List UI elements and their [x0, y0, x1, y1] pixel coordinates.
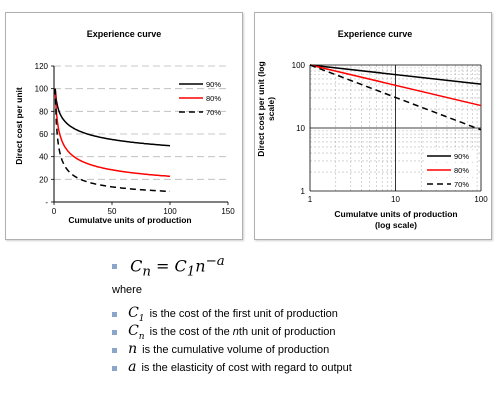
- y-tick-label: 80: [39, 107, 48, 116]
- x-tick-label: 100: [163, 207, 177, 216]
- x-tick-label: 100: [474, 195, 488, 204]
- legend: 90% 80% 70%: [424, 150, 476, 190]
- x-axis-title-line1: Cumulatve units of production: [334, 209, 457, 219]
- bullet-icon: [112, 311, 117, 317]
- legend-label: 90%: [454, 152, 469, 161]
- legend-label: 90%: [206, 80, 221, 89]
- x-tick-label: 150: [221, 207, 235, 216]
- y-tick-label: 20: [39, 175, 48, 184]
- series-group: [309, 64, 482, 131]
- series-line-80pct: [54, 88, 171, 178]
- experience-curve-log-chart: Experience curve Direct cost per unit (l…: [256, 29, 489, 230]
- y-tick-label: 100: [35, 85, 49, 94]
- series-line-70pct: [309, 64, 482, 131]
- y-tick-label: 100: [292, 61, 306, 70]
- bullet-icon: [112, 329, 117, 335]
- y-tick-label: 60: [39, 130, 48, 139]
- definition-item-n: n is the cumulative volume of production: [112, 340, 352, 358]
- symbol: C1: [128, 305, 145, 324]
- symbol: Cn: [128, 323, 145, 342]
- definition-item-cn: Cn is the cost of the nth unit of produc…: [112, 322, 352, 342]
- chart-title: Experience curve: [338, 29, 413, 39]
- svg-text:Direct cost per unit (log: Direct cost per unit (log: [256, 61, 266, 156]
- axes: - 20 40 60 80 100 120 0 50 100 150: [35, 62, 236, 216]
- y-axis-title: Direct cost per unit (log scale): [256, 61, 276, 156]
- formula-section: Cn = C1n−a where C1 is the cost of the f…: [0, 250, 500, 400]
- definitions-list: C1 is the cost of the first unit of prod…: [112, 304, 352, 376]
- x-tick-label: 0: [52, 207, 57, 216]
- experience-curve-formula: Cn = C1n−a: [112, 254, 225, 280]
- definition-item-a: a is the elasticity of cost with regard …: [112, 358, 352, 376]
- where-label: where: [112, 284, 142, 296]
- svg-text:scale): scale): [266, 97, 276, 121]
- y-tick-label: 120: [35, 62, 49, 71]
- series-line-90pct: [309, 64, 482, 85]
- x-tick-label: 1: [308, 195, 313, 204]
- bullet-icon: [112, 347, 117, 353]
- bullet-icon: [112, 264, 117, 270]
- axes: 1 10 100 1 10 100: [292, 61, 489, 204]
- series-line-80pct: [309, 64, 482, 107]
- series-line-70pct: [54, 88, 171, 193]
- x-axis-title: Cumulatve units of production: [68, 215, 191, 225]
- x-tick-label: 10: [391, 195, 400, 204]
- chart-title: Experience curve: [87, 29, 162, 39]
- series-group: [54, 88, 171, 193]
- x-axis-title-line2: (log scale): [375, 220, 417, 230]
- experience-curve-log-panel: Experience curve Direct cost per unit (l…: [254, 12, 492, 240]
- legend-label: 70%: [454, 180, 469, 189]
- bullet-icon: [112, 365, 117, 371]
- x-tick-label: 50: [108, 207, 117, 216]
- experience-curve-linear-chart: Experience curve Direct cost per unit Cu…: [14, 29, 236, 225]
- definition-item-c1: C1 is the cost of the first unit of prod…: [112, 304, 352, 324]
- legend-label: 80%: [206, 94, 221, 103]
- legend: 90% 80% 70%: [179, 80, 221, 117]
- series-line-90pct: [54, 88, 171, 147]
- grid: [54, 65, 228, 180]
- symbol: n: [128, 341, 138, 357]
- legend-label: 70%: [206, 108, 221, 117]
- y-axis-title: Direct cost per unit: [14, 87, 24, 165]
- symbol: a: [128, 359, 137, 375]
- y-tick-label: 1: [301, 187, 306, 196]
- experience-curve-linear-panel: Experience curve Direct cost per unit Cu…: [5, 12, 243, 240]
- y-tick-label: -: [45, 198, 48, 207]
- y-tick-label: 40: [39, 153, 48, 162]
- legend-label: 80%: [454, 166, 469, 175]
- y-tick-label: 10: [296, 124, 305, 133]
